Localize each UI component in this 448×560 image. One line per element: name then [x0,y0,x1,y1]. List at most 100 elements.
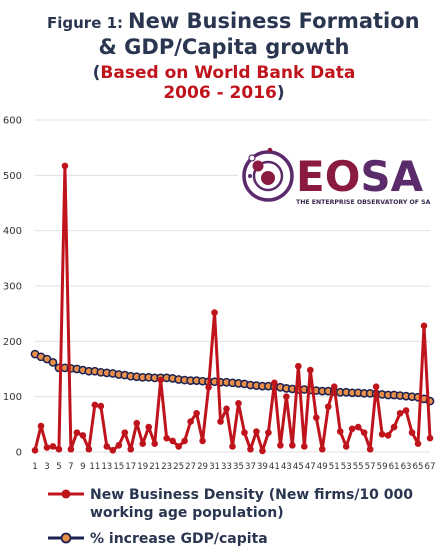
series-1-point-11 [91,401,99,409]
series-1-point-23 [163,434,170,442]
series-1-point-56 [360,429,368,436]
x-tick-label-11: 11 [89,462,100,472]
x-tick-label-49: 49 [317,462,328,472]
x-tick-label-63: 63 [401,462,412,472]
series-2-point-4 [48,358,58,367]
legend-item-series-2: % increase GDP/capita [48,531,268,547]
series-1-point-30 [205,383,212,391]
series-1-point-51 [330,383,338,391]
y-tick-label-600: 600 [3,116,22,127]
x-tick-label-67: 67 [425,462,436,472]
y-tick-label-0: 0 [16,448,22,459]
series-1-point-25 [175,443,182,450]
series-1-point-29 [199,437,206,445]
title-line-1: New Business Formation [128,9,420,33]
x-tick-label-19: 19 [137,462,148,472]
series-1-point-37 [247,445,254,453]
x-tick-label-7: 7 [68,462,73,472]
series-1-point-34 [229,443,236,450]
logo-subtitle: THE ENTERPRISE OBSERVATORY OF SA [296,199,431,206]
gridlines [35,119,430,453]
series-1-point-40 [265,429,272,436]
x-tick-label-5: 5 [56,462,61,472]
x-tick-label-39: 39 [257,462,268,472]
series-1-point-8 [73,429,81,436]
series-1-point-44 [289,442,296,449]
x-tick-label-65: 65 [413,462,424,472]
x-tick-label-57: 57 [365,462,376,472]
series-1-point-18 [133,419,141,427]
title-line-3-text: Based on World Bank Data [100,63,355,83]
series-1-point-48 [312,414,320,421]
series-1-point-4 [49,443,57,450]
series-1-point-12 [97,402,105,410]
x-tick-label-23: 23 [161,462,172,472]
x-tick-label-61: 61 [389,462,400,472]
series-1-point-17 [127,445,135,453]
logo-text: EOSA [296,152,424,201]
series-group [30,162,435,455]
x-tick-label-59: 59 [377,462,388,472]
series-1-point-58 [372,383,380,391]
series-1-point-1 [31,447,39,454]
title-line-3: (Based on World Bank Data [93,63,356,83]
title-line-2: & GDP/Capita growth [99,35,350,59]
x-tick-label-1: 1 [32,462,37,472]
series-1-point-14 [109,447,117,454]
series-1-point-61 [390,423,398,431]
series-1-point-7 [67,445,75,453]
series-1-point-38 [253,428,260,435]
series-1-point-52 [336,428,344,435]
x-tick-label-27: 27 [185,462,196,472]
series-1-point-43 [283,393,290,400]
x-axis-ticks: 1 3 5 7 9 11 13 15 17 19 21 23 25 27 29 31 33 35 37 39 41 43 4… [32,462,435,472]
y-tick-label-100: 100 [3,392,22,403]
series-1-point-54 [348,425,356,433]
logo-text-eo: EO [296,152,360,201]
series-1-point-13 [103,443,111,450]
x-tick-label-55: 55 [353,462,364,472]
series-1-point-41 [271,379,278,387]
series-1-point-20 [145,423,153,431]
x-tick-label-33: 33 [221,462,232,472]
series-1-point-59 [378,430,386,438]
series-1-point-3 [43,444,51,451]
y-tick-label-300: 300 [3,282,22,293]
legend-label-series-2: % increase GDP/capita [90,531,268,547]
x-tick-label-25: 25 [173,462,184,472]
series-1-point-10 [85,445,93,453]
y-tick-label-200: 200 [3,337,22,348]
series-1-point-15 [115,442,123,449]
x-tick-label-47: 47 [305,462,316,472]
series-1-point-27 [187,418,194,425]
legend-label-series-1-line-1: New Business Density (New firms/10 000 [90,487,413,503]
chart-title: Figure 1: New Business Formation & GDP/C… [47,9,420,103]
legend-swatch-series-2-marker [60,532,72,544]
eosa-logo: EOSA THE ENTERPRISE OBSERVATORY OF SA [238,140,438,212]
series-1-point-64 [408,429,416,436]
series-1-point-19 [139,440,147,448]
logo-emblem-icon [242,147,294,202]
x-tick-label-51: 51 [329,462,340,472]
title-line-4: 2006 - 2016) [163,83,284,103]
series-1-point-46 [301,443,308,450]
series-1-point-55 [354,423,362,431]
series-1-point-6 [61,162,69,170]
y-axis-ticks: 0 100 200 300 400 500 600 [3,116,22,459]
series-1-point-49 [318,445,326,453]
series-1-point-9 [79,432,87,439]
x-tick-label-45: 45 [293,462,304,472]
series-1-point-36 [241,429,248,436]
x-tick-label-37: 37 [245,462,256,472]
x-tick-label-13: 13 [101,462,112,472]
series-1-point-24 [169,437,176,445]
x-tick-label-43: 43 [281,462,292,472]
y-tick-label-500: 500 [3,171,22,182]
legend-item-series-1: New Business Density (New firms/10 000 w… [48,487,413,521]
x-tick-label-31: 31 [209,462,220,472]
series-1-point-16 [121,429,129,436]
series-1-point-47 [307,366,314,374]
series-1-point-35 [235,400,242,407]
series-1-point-62 [396,409,404,417]
series-1-point-33 [223,405,230,413]
